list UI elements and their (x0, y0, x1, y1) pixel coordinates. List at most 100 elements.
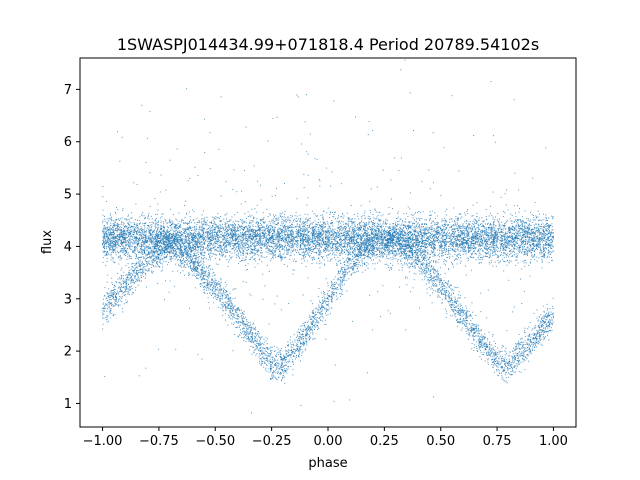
data-point (550, 242, 551, 244)
data-point (359, 224, 360, 226)
data-point (435, 240, 437, 242)
data-point (518, 237, 520, 239)
data-point (211, 222, 212, 224)
data-point (164, 219, 166, 220)
data-point (203, 233, 205, 235)
data-point (458, 226, 459, 228)
data-point (364, 226, 365, 228)
data-point (494, 248, 496, 250)
data-point (116, 230, 118, 232)
data-point (202, 228, 204, 230)
data-point (505, 222, 507, 224)
data-point (303, 243, 305, 245)
data-point (254, 253, 256, 255)
data-point (180, 244, 182, 246)
data-point (190, 219, 191, 221)
data-point (139, 230, 140, 232)
data-point (369, 219, 371, 221)
data-point (416, 243, 418, 245)
data-point (185, 241, 187, 243)
data-point (442, 239, 443, 241)
data-point (330, 252, 332, 254)
data-point (469, 256, 471, 258)
data-point (200, 253, 202, 255)
data-point (256, 244, 258, 246)
data-point (107, 223, 108, 225)
data-point (332, 229, 334, 231)
data-point (195, 243, 197, 245)
data-point (183, 264, 185, 266)
data-point (221, 241, 223, 243)
data-point (428, 227, 430, 228)
data-point (261, 241, 263, 243)
data-point (457, 245, 458, 247)
data-point (309, 255, 311, 257)
data-point (345, 241, 347, 243)
data-point (282, 248, 284, 250)
data-point (196, 237, 198, 239)
data-point (464, 227, 466, 229)
data-point (334, 239, 336, 241)
data-point (522, 234, 524, 236)
data-point (419, 236, 420, 238)
data-point (249, 246, 251, 248)
data-point (259, 229, 261, 231)
data-point (347, 225, 349, 227)
data-point (338, 259, 340, 261)
data-point (415, 212, 416, 214)
data-point (397, 234, 399, 236)
data-point (105, 240, 107, 242)
data-point (404, 224, 406, 226)
data-point (452, 249, 454, 251)
data-point (352, 247, 353, 249)
data-point (116, 237, 118, 239)
data-point (515, 231, 517, 233)
data-point (114, 222, 116, 224)
data-point (379, 245, 381, 247)
data-point (363, 240, 365, 242)
data-point (521, 250, 523, 252)
data-point (185, 249, 187, 251)
data-point (227, 225, 229, 227)
data-point (536, 260, 538, 262)
data-point (343, 215, 345, 217)
data-point (418, 242, 420, 244)
data-point (105, 236, 107, 238)
data-point (528, 238, 530, 240)
data-point (424, 250, 426, 251)
data-point (540, 252, 542, 254)
data-point (246, 238, 247, 240)
data-point (357, 237, 359, 239)
data-point (290, 243, 292, 245)
data-point (169, 239, 171, 241)
data-point (348, 244, 350, 246)
data-point (118, 256, 120, 258)
data-point (411, 214, 413, 216)
data-point (386, 249, 388, 251)
data-point (316, 242, 318, 244)
data-point (209, 240, 211, 242)
data-point (421, 245, 423, 247)
data-point (477, 257, 479, 259)
data-point (266, 239, 268, 241)
data-point (148, 236, 150, 238)
data-point (322, 233, 324, 235)
data-point (192, 209, 193, 211)
data-point (524, 210, 526, 212)
data-point (333, 232, 335, 234)
data-point (150, 229, 152, 231)
data-point (249, 220, 251, 222)
data-point (552, 216, 554, 217)
data-point (124, 253, 126, 255)
data-point (289, 236, 290, 238)
data-point (342, 242, 344, 244)
data-point (361, 227, 362, 228)
data-point (367, 253, 369, 255)
data-point (283, 236, 285, 238)
data-point (266, 226, 267, 227)
data-point (503, 248, 505, 250)
data-point (324, 222, 326, 224)
data-point (303, 236, 304, 237)
data-point (532, 256, 534, 258)
data-point (502, 237, 504, 239)
